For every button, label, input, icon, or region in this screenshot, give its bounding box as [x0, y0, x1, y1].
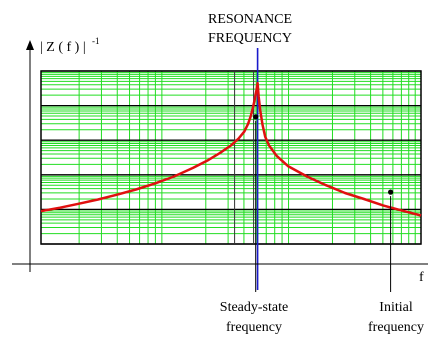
impedance-curve: [40, 81, 422, 217]
annotation-leaders: [255, 120, 392, 292]
steady-state-point: [253, 114, 259, 120]
resonance-label-line-1: RESONANCE: [208, 12, 292, 27]
plot-border: [40, 70, 422, 245]
initial-annotation-line-2: frequency: [368, 320, 424, 335]
y-axis-label: | Z ( f ) |: [40, 40, 86, 55]
axes: [12, 40, 428, 272]
y-axis-label-superscript: -1: [92, 36, 100, 46]
x-axis-label: f: [419, 270, 424, 285]
curve-group: [40, 81, 422, 217]
y-axis-arrow: [26, 40, 34, 50]
steady-state-annotation-line-2: frequency: [226, 320, 282, 335]
initial-point: [388, 189, 394, 195]
steady-state-annotation-line-1: Steady-state: [220, 300, 288, 315]
initial-annotation-line-1: Initial: [379, 300, 413, 315]
plot-frame: [40, 70, 422, 245]
resonance-label-line-2: FREQUENCY: [208, 31, 292, 46]
point-markers: [253, 114, 394, 195]
plot-grid: [41, 71, 421, 244]
